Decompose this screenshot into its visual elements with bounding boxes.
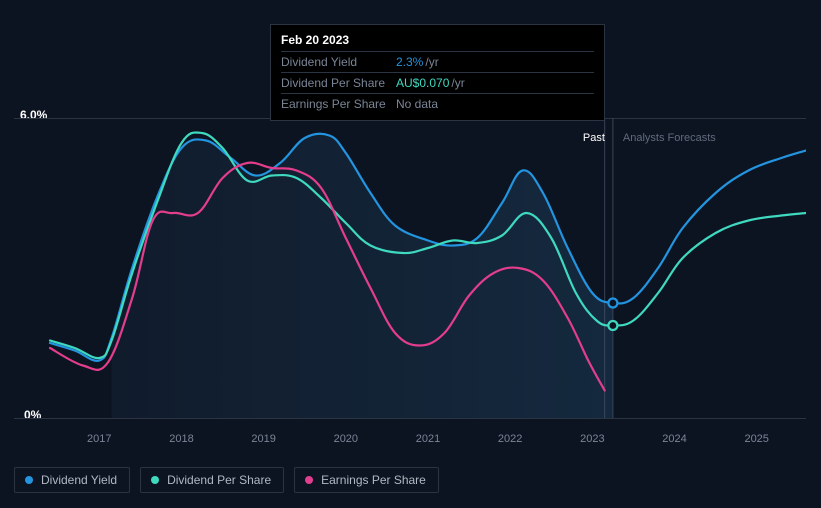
legend-item-dividend-yield[interactable]: Dividend Yield	[14, 467, 130, 493]
tooltip-row-label: Dividend Yield	[281, 55, 396, 69]
chart-plot-area[interactable]	[14, 118, 806, 444]
legend-dot	[151, 476, 159, 484]
legend-label: Dividend Yield	[41, 473, 117, 487]
tooltip-row-unit: /yr	[425, 55, 438, 69]
x-axis-tick-label: 2018	[169, 433, 193, 445]
legend-label: Earnings Per Share	[321, 473, 426, 487]
tooltip-row-dividend-per-share: Dividend Per Share AU$0.070 /yr	[281, 72, 594, 93]
tooltip-row-label: Dividend Per Share	[281, 76, 396, 90]
legend-label: Dividend Per Share	[167, 473, 271, 487]
tooltip-row-unit: /yr	[451, 76, 464, 90]
chart-legend: Dividend Yield Dividend Per Share Earnin…	[14, 467, 439, 493]
x-axis-tick-label: 2025	[744, 433, 768, 445]
legend-dot	[305, 476, 313, 484]
forecast-label: Analysts Forecasts	[623, 132, 716, 144]
tooltip-date: Feb 20 2023	[281, 31, 594, 51]
tooltip-row-value: AU$0.070	[396, 76, 449, 90]
tooltip-row-dividend-yield: Dividend Yield 2.3% /yr	[281, 51, 594, 72]
x-axis-tick-label: 2017	[87, 433, 111, 445]
tooltip-row-value: 2.3%	[396, 55, 423, 69]
x-axis-tick-label: 2021	[416, 433, 440, 445]
chart-tooltip: Feb 20 2023 Dividend Yield 2.3% /yr Divi…	[270, 24, 605, 121]
past-label: Past	[583, 132, 605, 144]
tooltip-row-label: Earnings Per Share	[281, 97, 396, 111]
legend-item-dividend-per-share[interactable]: Dividend Per Share	[140, 467, 284, 493]
x-axis-tick-label: 2024	[662, 433, 686, 445]
x-axis-tick-label: 2023	[580, 433, 604, 445]
x-axis-tick-label: 2022	[498, 433, 522, 445]
legend-item-earnings-per-share[interactable]: Earnings Per Share	[294, 467, 439, 493]
dividend-chart: Feb 20 2023 Dividend Yield 2.3% /yr Divi…	[0, 0, 821, 508]
x-axis-tick-label: 2019	[251, 433, 275, 445]
legend-dot	[25, 476, 33, 484]
tooltip-row-value: No data	[396, 97, 438, 111]
x-axis-tick-label: 2020	[334, 433, 358, 445]
tooltip-row-earnings-per-share: Earnings Per Share No data	[281, 93, 594, 114]
